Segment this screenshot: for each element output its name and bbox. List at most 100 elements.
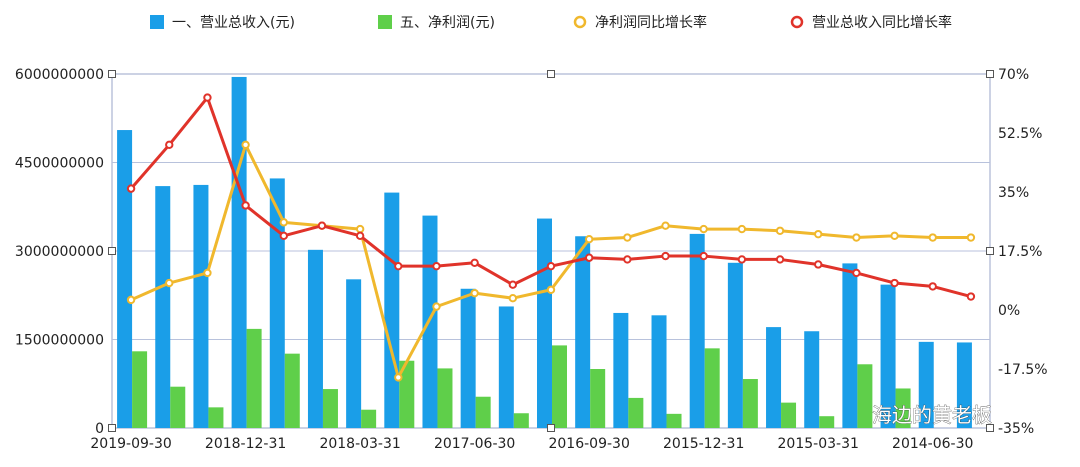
point-revenue-growth bbox=[928, 282, 937, 291]
selection-handle bbox=[108, 424, 116, 432]
point-net-profit-growth bbox=[394, 373, 403, 382]
point-revenue-growth bbox=[394, 261, 403, 271]
legend-label: 净利润同比增长率 bbox=[595, 14, 707, 31]
bar-revenue bbox=[307, 249, 323, 428]
point-revenue-growth bbox=[623, 255, 632, 264]
point-net-profit-growth bbox=[966, 233, 976, 242]
bar-revenue bbox=[766, 327, 782, 428]
point-net-profit-growth bbox=[737, 224, 747, 234]
bar-net-profit bbox=[170, 386, 186, 428]
right-axis-tick-label: 70% bbox=[998, 67, 1029, 83]
point-revenue-growth bbox=[890, 278, 899, 288]
bar-net-profit bbox=[704, 348, 720, 428]
legend-swatch bbox=[150, 15, 164, 29]
point-revenue-growth bbox=[546, 261, 556, 271]
point-net-profit-growth bbox=[241, 140, 250, 150]
point-net-profit-growth bbox=[928, 233, 937, 242]
left-axis-tick-label: 0 bbox=[95, 421, 104, 437]
left-axis-tick-label: 3000000000 bbox=[15, 244, 104, 260]
bar-revenue bbox=[498, 306, 514, 428]
bar-revenue bbox=[193, 184, 209, 428]
bar-revenue bbox=[269, 178, 285, 428]
legend-swatch bbox=[790, 15, 804, 29]
left-axis-tick-label: 6000000000 bbox=[15, 67, 104, 83]
right-axis-tick-label: -35% bbox=[998, 421, 1034, 437]
bar-revenue bbox=[117, 130, 133, 429]
bar-net-profit bbox=[437, 368, 453, 428]
bar-revenue bbox=[727, 262, 743, 428]
legend-label: 营业总收入同比增长率 bbox=[812, 14, 952, 31]
x-axis-tick-label: 2018-12-31 bbox=[205, 436, 286, 452]
point-net-profit-growth bbox=[279, 218, 288, 227]
point-revenue-growth bbox=[737, 255, 747, 264]
bar-revenue bbox=[804, 331, 820, 428]
point-net-profit-growth bbox=[470, 288, 479, 298]
point-revenue-growth bbox=[584, 253, 594, 262]
point-net-profit-growth bbox=[203, 268, 212, 278]
bar-revenue bbox=[384, 192, 400, 428]
legend-label: 一、营业总收入(元) bbox=[172, 15, 295, 31]
bar-revenue bbox=[651, 315, 667, 428]
point-revenue-growth bbox=[852, 268, 861, 278]
bar-revenue bbox=[155, 186, 171, 428]
point-revenue-growth bbox=[470, 258, 479, 267]
point-revenue-growth bbox=[432, 261, 441, 271]
x-axis-tick-label: 2015-03-31 bbox=[778, 436, 859, 452]
left-axis-tick-label: 1500000000 bbox=[15, 333, 104, 349]
point-net-profit-growth bbox=[623, 233, 632, 242]
point-net-profit-growth bbox=[432, 302, 441, 311]
x-axis-tick-label: 2014-06-30 bbox=[892, 436, 973, 452]
point-net-profit-growth bbox=[775, 226, 785, 235]
bar-net-profit bbox=[552, 345, 567, 428]
point-revenue-growth bbox=[508, 280, 518, 289]
axes: 0 1500000000 3000000000 4500000000 600000000… bbox=[15, 67, 1048, 452]
point-net-profit-growth bbox=[508, 294, 518, 303]
bar-net-profit bbox=[666, 413, 682, 428]
legend-label: 五、净利润(元) bbox=[400, 15, 495, 31]
series-lines bbox=[126, 93, 976, 382]
bar-net-profit bbox=[628, 397, 644, 428]
bar-revenue bbox=[537, 218, 552, 428]
point-net-profit-growth bbox=[699, 224, 708, 234]
legend-swatch bbox=[378, 15, 392, 29]
bar-net-profit bbox=[781, 402, 797, 428]
point-net-profit-growth bbox=[584, 235, 594, 244]
right-axis-tick-label: 0% bbox=[998, 303, 1020, 319]
point-revenue-growth bbox=[661, 251, 670, 261]
bar-net-profit bbox=[284, 353, 300, 428]
bar-net-profit bbox=[361, 409, 377, 428]
point-net-profit-growth bbox=[165, 278, 174, 288]
bar-revenue bbox=[346, 279, 362, 428]
point-net-profit-growth bbox=[852, 233, 861, 242]
point-revenue-growth bbox=[814, 260, 823, 269]
point-revenue-growth bbox=[699, 251, 708, 261]
right-axis-tick-label: 17.5% bbox=[998, 244, 1042, 260]
bar-net-profit bbox=[857, 364, 873, 428]
point-net-profit-growth bbox=[661, 221, 670, 230]
left-axis-tick-label: 4500000000 bbox=[15, 156, 104, 172]
point-net-profit-growth bbox=[546, 285, 556, 294]
bar-revenue bbox=[613, 312, 629, 428]
bar-net-profit bbox=[322, 389, 338, 428]
selection-handle bbox=[108, 247, 116, 255]
selection-handle bbox=[108, 70, 116, 78]
bar-revenue bbox=[918, 341, 934, 428]
point-revenue-growth bbox=[317, 221, 327, 230]
point-net-profit-growth bbox=[890, 231, 899, 241]
point-revenue-growth bbox=[241, 201, 250, 210]
selection-handle bbox=[547, 424, 555, 432]
bar-net-profit bbox=[475, 396, 491, 428]
bar-net-profit bbox=[399, 360, 415, 428]
bar-revenue bbox=[231, 76, 247, 428]
bar-net-profit bbox=[132, 351, 148, 428]
point-net-profit-growth bbox=[126, 295, 136, 305]
point-revenue-growth bbox=[775, 255, 785, 264]
selection-handle bbox=[986, 70, 994, 78]
bar-revenue bbox=[460, 288, 476, 428]
selection-handle bbox=[547, 70, 555, 78]
selection-handle bbox=[986, 424, 994, 432]
x-axis-tick-label: 2015-12-31 bbox=[663, 436, 744, 452]
point-revenue-growth bbox=[355, 231, 365, 241]
bar-net-profit bbox=[742, 379, 758, 428]
bar-net-profit bbox=[590, 369, 606, 428]
